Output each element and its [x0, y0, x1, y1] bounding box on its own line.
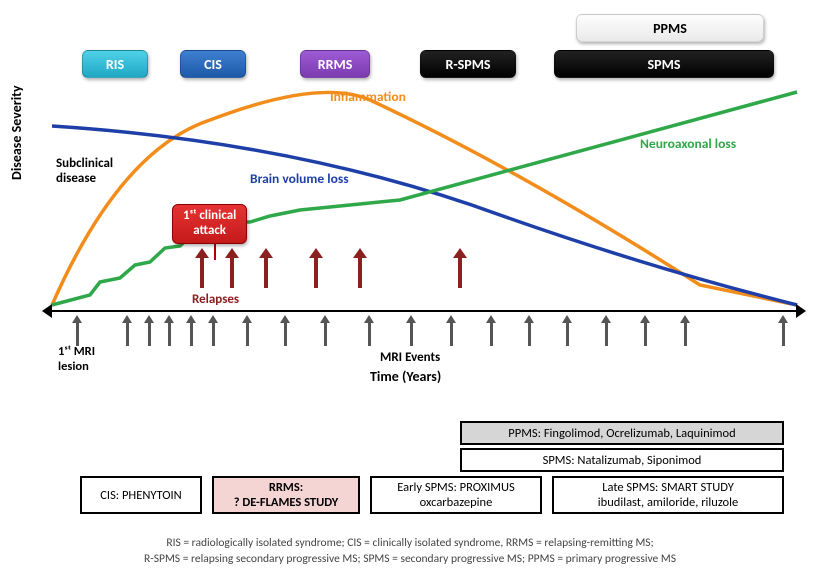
subclinical-label: Subclinical disease [56, 156, 113, 186]
phase-badge-rspms: R-SPMS [420, 50, 516, 78]
table-cis: CIS: PHENYTOIN [80, 476, 202, 514]
curve-label-brain: Brain volume loss [250, 170, 349, 187]
first-mri-label: 1ˢᵗ MRI lesion [58, 344, 95, 374]
table-rrms: RRMS: ? DE-FLAMES STUDY [212, 476, 360, 514]
phase-badge-cis: CIS [180, 50, 246, 78]
x-axis-label: Time (Years) [370, 368, 441, 385]
y-axis-label: Disease Severity [8, 85, 25, 180]
footnote-line-2: R-SPMS = relapsing secondary progressive… [0, 552, 820, 566]
x-axis-arrow-left [42, 304, 52, 318]
phase-badge-rrms: RRMS [300, 50, 370, 78]
mri-events-label: MRI Events [380, 350, 440, 365]
footnote-line-1: RIS = radiologically isolated syndrome; … [0, 536, 820, 550]
phase-badge-spms: SPMS [554, 50, 774, 78]
x-axis [48, 310, 798, 312]
phase-badge-ris: RIS [82, 50, 148, 78]
table-early-spms: Early SPMS: PROXIMUS oxcarbazepine [370, 476, 542, 514]
table-spms-drugs: SPMS: Natalizumab, Siponimod [460, 448, 784, 472]
table-ppms-drugs: PPMS: Fingolimod, Ocrelizumab, Laquinimo… [460, 421, 784, 445]
curve-label-neuroaxonal: Neuroaxonal loss [640, 135, 736, 152]
first-attack-box: 1ˢᵗ clinical attack [172, 204, 247, 244]
x-axis-arrow-right [796, 304, 806, 318]
table-late-spms: Late SPMS: SMART STUDY ibudilast, amilor… [552, 476, 784, 514]
relapses-label: Relapses [192, 292, 239, 307]
phase-badge-ppms: PPMS [576, 14, 764, 42]
curve-label-inflammation: Inflammation [330, 88, 406, 105]
